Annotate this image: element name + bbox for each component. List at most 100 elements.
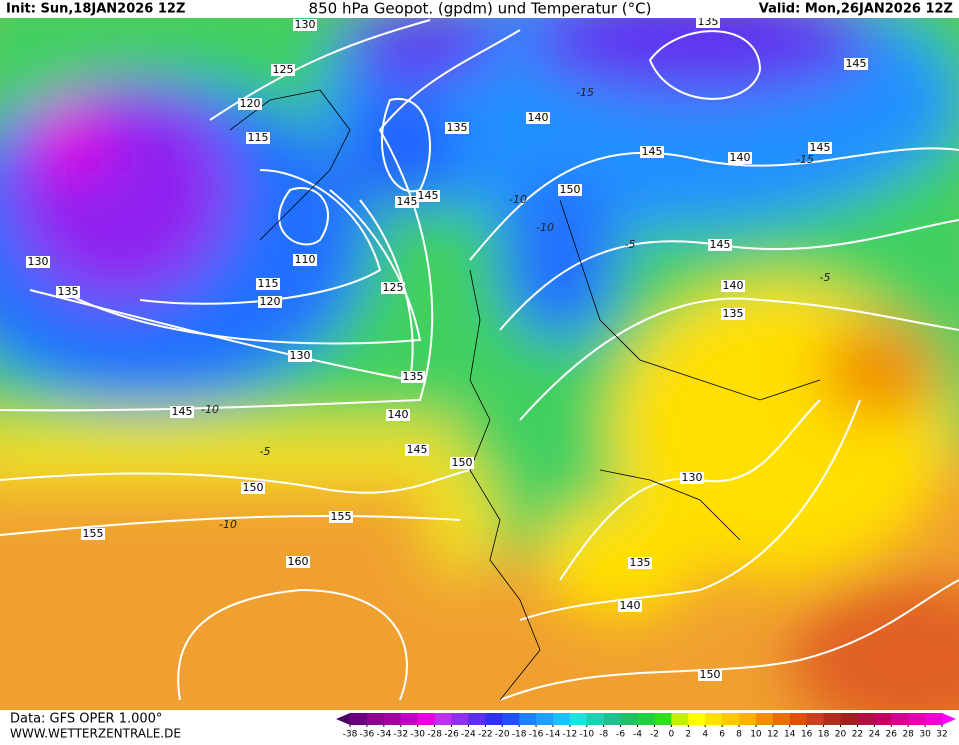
- contour-label: 120: [260, 295, 281, 308]
- colorbar-swatch: [840, 713, 858, 725]
- colorbar-label: 32: [936, 730, 947, 740]
- colorbar-label: 22: [852, 730, 863, 740]
- contour-label: 150: [243, 481, 264, 494]
- contour-label-box: [721, 280, 745, 292]
- contour-label-box: [618, 600, 642, 612]
- colorbar-label: -38: [343, 730, 358, 740]
- contour-label: 125: [273, 63, 294, 76]
- colorbar-swatch: [383, 713, 402, 725]
- contour-label-box: [329, 511, 353, 523]
- contour-label: 135: [723, 307, 744, 320]
- header-bar: [0, 0, 959, 18]
- contour-label: 155: [331, 510, 352, 523]
- colorbar-label: 16: [801, 730, 813, 740]
- colorbar-label: -26: [444, 730, 459, 740]
- colorbar-swatch: [569, 713, 588, 725]
- colorbar-label: 30: [919, 730, 931, 740]
- colorbar: -38 -36 -34 -32 -30 -28 -26 -24 -22 -20 -18 -16 -14-…: [336, 713, 956, 740]
- contour-label-box: [450, 457, 474, 469]
- valid-time: Valid: Mon,26JAN2026 12Z: [759, 2, 953, 17]
- colorbar-label: -28: [427, 730, 442, 740]
- contour-label-box: [628, 557, 652, 569]
- colorbar-swatch: [874, 713, 892, 725]
- colorbar-swatch: [857, 713, 875, 725]
- contour-label-box: [81, 528, 105, 540]
- colorbar-label: 10: [750, 730, 762, 740]
- colorbar-label: -36: [360, 730, 375, 740]
- colorbar-label: -30: [410, 730, 425, 740]
- colorbar-label: 2: [685, 730, 691, 740]
- colorbar-label: 18: [818, 730, 830, 740]
- contour-label-box: [286, 556, 310, 568]
- contour-label: 140: [528, 111, 549, 124]
- contour-label-box: [246, 132, 270, 144]
- contour-label-box: [416, 190, 440, 202]
- isotherm-label: -10: [201, 403, 219, 416]
- colorbar-label: 28: [902, 730, 914, 740]
- isotherm-label: -10: [509, 193, 527, 206]
- contour-label: 135: [698, 15, 719, 28]
- contour-label: 140: [723, 279, 744, 292]
- contour-label: 155: [83, 527, 104, 540]
- colorbar-label: 8: [736, 730, 742, 740]
- contour-label-box: [238, 98, 262, 110]
- contour-label: 150: [700, 668, 721, 681]
- contour-label-box: [293, 19, 317, 31]
- contour-label: 110: [295, 253, 316, 266]
- colorbar-swatch: [722, 713, 740, 725]
- colorbar-label: -10: [579, 730, 594, 740]
- colorbar-swatch: [417, 713, 436, 725]
- contour-label: 150: [560, 183, 581, 196]
- contour-label-box: [526, 112, 550, 124]
- colorbar-swatch: [586, 713, 605, 725]
- colorbar-label: -6: [616, 730, 625, 740]
- contour-label-box: [381, 282, 405, 294]
- website: WWW.WETTERZENTRALE.DE: [10, 727, 181, 741]
- colorbar-swatch: [366, 713, 385, 725]
- colorbar-label: 20: [835, 730, 847, 740]
- isotherm-label: -10: [536, 221, 554, 234]
- isotherm-label: -15: [796, 153, 814, 166]
- contour-label: 140: [620, 599, 641, 612]
- contour-label-box: [445, 122, 469, 134]
- colorbar-swatch: [908, 713, 926, 725]
- colorbar-arrow: [942, 713, 956, 725]
- contour-label: 135: [403, 370, 424, 383]
- contour-label: 115: [248, 131, 269, 144]
- isotherm-label: -15: [576, 86, 594, 99]
- coastlines: [229, 89, 821, 701]
- contour-label-box: [405, 444, 429, 456]
- colorbar-label: 12: [767, 730, 778, 740]
- contour-label-box: [808, 142, 832, 154]
- map-title: 850 hPa Geopot. (gpdm) und Temperatur (°…: [309, 0, 652, 18]
- contour-label-box: [401, 371, 425, 383]
- contour-label: 140: [388, 408, 409, 421]
- contour-label: 145: [407, 443, 428, 456]
- contour-label-box: [241, 482, 265, 494]
- colorbar-label: 26: [886, 730, 898, 740]
- colorbar-swatch: [789, 713, 808, 725]
- contour-label-box: [386, 409, 410, 421]
- isotherm-label: -5: [625, 238, 636, 251]
- contour-label: 160: [288, 555, 309, 568]
- isotherm-label: -5: [260, 445, 271, 458]
- colorbar-arrow: [336, 713, 350, 725]
- colorbar-swatch: [654, 713, 672, 725]
- colorbar-label: -12: [563, 730, 578, 740]
- colorbar-swatch: [400, 713, 419, 725]
- colorbar-swatch: [705, 713, 723, 725]
- contour-label-box: [26, 256, 50, 268]
- isotherm-label: -10: [219, 518, 237, 531]
- colorbar-swatch: [823, 713, 842, 725]
- colorbar-label: -20: [495, 730, 510, 740]
- contour-label: 135: [447, 121, 468, 134]
- colorbar-label: 6: [719, 730, 725, 740]
- colorbar-label: -4: [633, 730, 642, 740]
- colorbar-swatch: [451, 713, 469, 725]
- contour-label: 135: [58, 285, 79, 298]
- colorbar-label: 0: [669, 730, 675, 740]
- contour-label-box: [844, 58, 868, 70]
- colorbar-swatch: [772, 713, 791, 725]
- colorbar-swatch: [519, 713, 537, 725]
- contour-label: 145: [397, 195, 418, 208]
